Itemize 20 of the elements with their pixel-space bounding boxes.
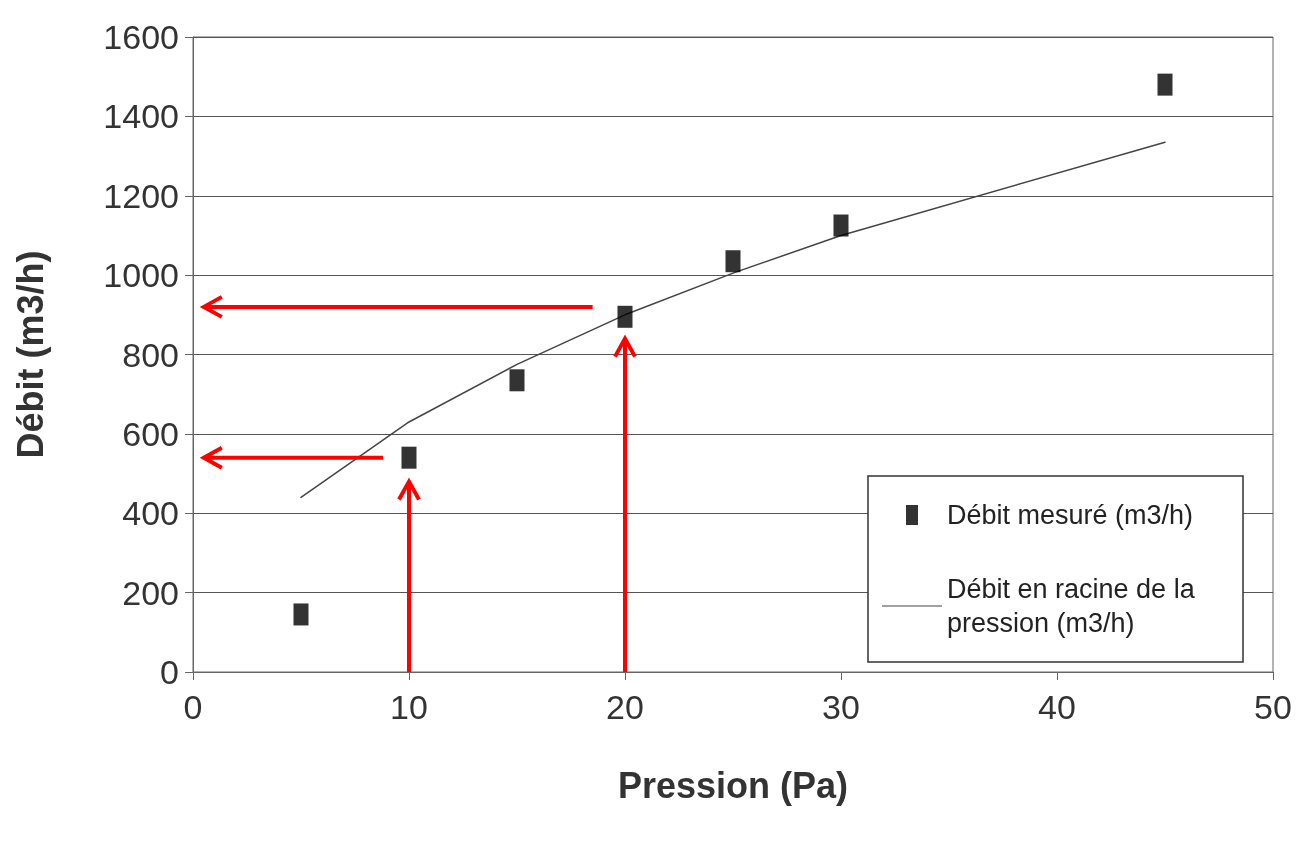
y-tick-label: 600 — [122, 414, 179, 453]
x-tick-label: 50 — [1254, 688, 1292, 726]
y-tick-label: 1400 — [103, 97, 179, 136]
legend-label: Débit en racine de la pression (m3/h) — [947, 574, 1203, 638]
y-tick-label: 0 — [160, 653, 179, 691]
y-tick-label: 400 — [122, 494, 179, 533]
y-tick-label: 800 — [122, 335, 179, 374]
y-tick-label: 1000 — [103, 256, 179, 295]
line-series — [300, 141, 1166, 499]
y-axis-title: Débit (m3/h) — [9, 250, 51, 459]
legend-label: Débit mesuré (m3/h) — [947, 500, 1194, 530]
y-tick-label: 200 — [122, 573, 179, 612]
x-tick-label: 20 — [606, 688, 644, 726]
x-axis-title: Pression (Pa) — [617, 764, 849, 806]
y-tick-label: 1600 — [103, 18, 179, 56]
x-tick-label: 10 — [390, 688, 428, 726]
x-tick-label: 0 — [183, 688, 203, 726]
x-tick-label: 40 — [1038, 688, 1076, 726]
x-tick-label: 30 — [822, 688, 860, 726]
y-tick-label: 1200 — [103, 176, 179, 215]
